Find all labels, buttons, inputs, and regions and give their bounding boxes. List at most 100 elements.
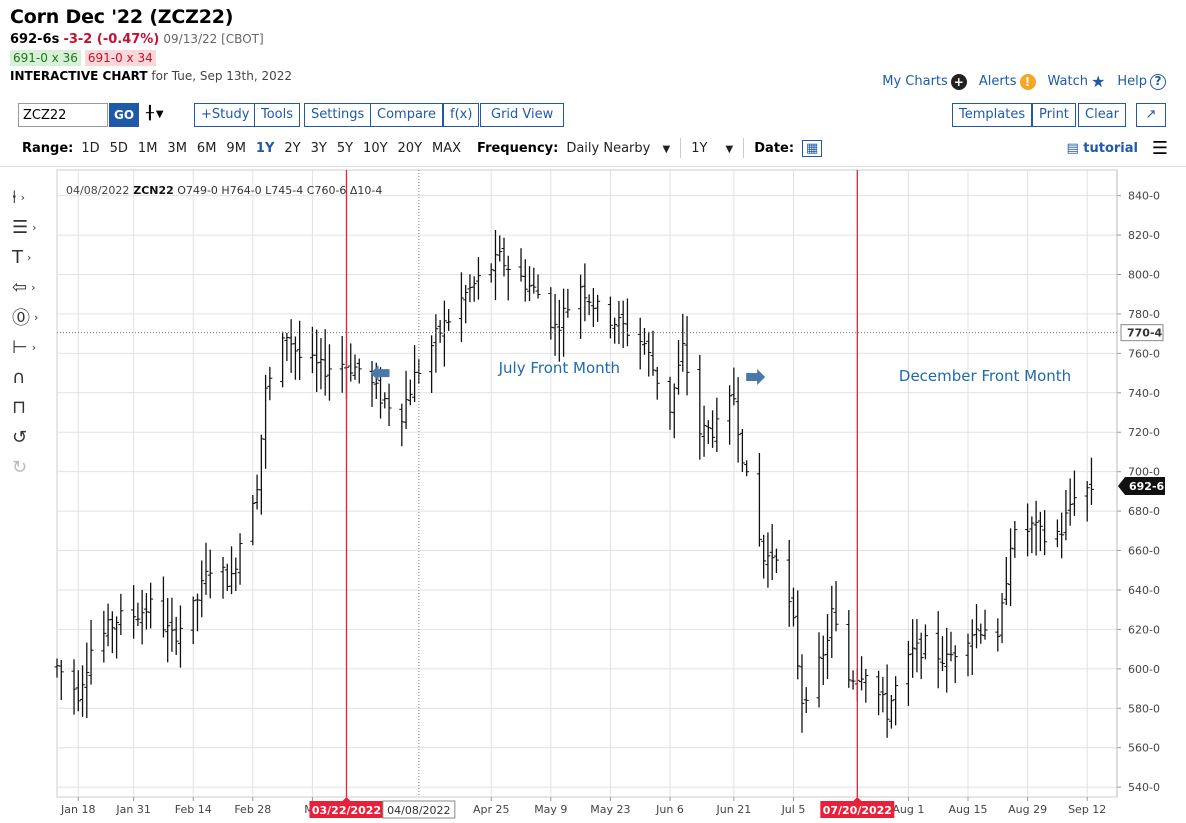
help-icon: ? [1150, 73, 1166, 90]
info-low: L745-4 [262, 184, 304, 197]
range-5y[interactable]: 5Y [336, 140, 354, 156]
undo-icon[interactable]: ↺ [12, 426, 28, 448]
shape-tool-icon[interactable]: ⓪ › [12, 308, 39, 329]
templates-button[interactable]: Templates [952, 103, 1033, 127]
y-tick-label: 780-0 [1128, 308, 1160, 321]
divider [680, 138, 682, 158]
date-marker-tag [820, 801, 895, 818]
film-icon: ▤ [1066, 141, 1079, 156]
y-tick-label: 580-0 [1128, 702, 1160, 715]
date-marker-tag [309, 801, 384, 818]
range-3m[interactable]: 3M [167, 140, 187, 156]
page-title: Corn Dec '22 (ZCZ22) [10, 6, 234, 28]
arrow-left-icon [370, 365, 390, 382]
range-10y[interactable]: 10Y [363, 140, 388, 156]
go-button[interactable]: GO [109, 103, 139, 127]
range-1d[interactable]: 1D [81, 140, 100, 156]
period-select[interactable]: 1Y ▼ [691, 141, 733, 156]
divider [743, 138, 745, 158]
period-value: 1Y [691, 140, 708, 156]
range-6m[interactable]: 6M [196, 140, 217, 156]
crosshair-date-label: 04/08/2022 [387, 804, 450, 817]
alerts-link[interactable]: Alerts ! [979, 72, 1036, 91]
frequency-select[interactable]: Daily Nearby ▼ [566, 141, 670, 156]
lock-icon[interactable]: ⊓ [12, 396, 27, 418]
chart-annotation: July Front Month [498, 359, 620, 377]
range-2y[interactable]: 2Y [284, 140, 301, 156]
line-tool-icon[interactable]: ☰ › [12, 216, 37, 238]
bid-badge: 691-0 x 36 [10, 50, 81, 66]
frequency-value: Daily Nearby [566, 140, 651, 156]
range-1y[interactable]: 1Y [255, 140, 275, 156]
info-date: 04/08/2022 [66, 184, 129, 197]
range-20y[interactable]: 20Y [397, 140, 423, 156]
y-tick-label: 560-0 [1128, 742, 1160, 755]
symbol-input[interactable] [18, 103, 108, 127]
y-tick-label: 840-0 [1128, 190, 1160, 203]
compare-button[interactable]: Compare [370, 103, 443, 127]
tools-button[interactable]: Tools [254, 103, 301, 127]
tutorial-label: tutorial [1083, 141, 1138, 156]
frequency-label: Frequency: [477, 140, 559, 156]
chart-caption-label: INTERACTIVE CHART [10, 69, 148, 83]
arrow-right-icon [746, 369, 766, 386]
watch-label: Watch [1047, 74, 1089, 89]
settings-button[interactable]: Settings [304, 103, 372, 127]
ohlc-bar-icon: ╂ [146, 106, 154, 121]
magnet-icon[interactable]: ∩ [12, 366, 26, 388]
x-tick-label: Apr 25 [473, 803, 510, 816]
x-tick-label: May 23 [590, 803, 630, 816]
help-link[interactable]: Help ? [1117, 72, 1166, 91]
x-tick-label: May 9 [534, 803, 567, 816]
tutorial-link[interactable]: ▤ tutorial [1066, 141, 1138, 156]
expand-icon[interactable]: ↗ [1136, 103, 1166, 127]
info-high: H764-0 [218, 184, 262, 197]
info-change: Δ10-4 [346, 184, 382, 197]
my-charts-label: My Charts [882, 74, 948, 89]
y-tick-label: 620-0 [1128, 623, 1160, 636]
y-tick-label: 640-0 [1128, 584, 1160, 597]
info-symbol: ZCN22 [129, 184, 173, 197]
price-chart[interactable]: 540-0 560-0 580-0 600-0 620-0 640-0 660-0 680-0… [0, 168, 1186, 823]
crosshair-tool-icon[interactable]: ⍿ › [12, 186, 26, 208]
y-tick-label: 680-0 [1128, 505, 1160, 518]
range-list: 1D 5D 1M 3M 6M 9M 1Y 2Y 3Y 5Y 10Y 20Y MAX [81, 141, 471, 156]
arrow-tool-icon[interactable]: ⇦ › [12, 276, 36, 298]
add-study-button[interactable]: +Study [194, 103, 257, 127]
print-button[interactable]: Print [1032, 103, 1076, 127]
clear-button[interactable]: Clear [1078, 103, 1126, 127]
quote-timestamp: 09/13/22 [CBOT] [163, 32, 264, 46]
measure-tool-icon[interactable]: ⊢ › [12, 336, 37, 358]
text-tool-icon[interactable]: T › [12, 246, 32, 268]
x-tick-label: Jan 18 [60, 803, 95, 816]
x-tick-label: Sep 12 [1068, 803, 1106, 816]
price-change: -3-2 (-0.47%) [63, 32, 160, 47]
range-3y[interactable]: 3Y [310, 140, 327, 156]
calendar-icon[interactable]: ▦ [802, 139, 823, 157]
menu-icon[interactable]: ☰ [1151, 138, 1168, 159]
range-1m[interactable]: 1M [137, 140, 158, 156]
x-tick-label: Aug 29 [1008, 803, 1047, 816]
y-tick-label: 700-0 [1128, 466, 1160, 479]
x-tick-label: Aug 15 [949, 803, 988, 816]
range-max[interactable]: MAX [432, 140, 462, 156]
grid-view-button[interactable]: Grid View [480, 103, 565, 127]
range-5d[interactable]: 5D [109, 140, 128, 156]
bar-type-selector[interactable]: ╂ ▼ [146, 106, 164, 121]
my-charts-link[interactable]: My Charts + [882, 72, 967, 91]
watch-link[interactable]: Watch ★ [1048, 72, 1106, 91]
top-links: My Charts + Alerts ! Watch ★ Help ? [882, 72, 1166, 91]
alerts-label: Alerts [978, 74, 1017, 89]
function-button[interactable]: f(x) [443, 103, 480, 127]
chart-caption-date: for Tue, Sep 13th, 2022 [151, 69, 293, 83]
last-price-label: 692-6 [1129, 480, 1165, 493]
chevron-down-icon: ▼ [155, 109, 164, 120]
chevron-down-icon: ▼ [662, 143, 671, 155]
date-marker-label: 03/22/2022 [312, 804, 381, 817]
y-tick-label: 540-0 [1128, 781, 1160, 794]
y-tick-label: 760-0 [1128, 347, 1160, 360]
crosshair-price-tag [1120, 324, 1164, 342]
x-tick-label: Jun 6 [655, 803, 684, 816]
date-marker-pointer [342, 797, 351, 801]
range-9m[interactable]: 9M [226, 140, 246, 156]
